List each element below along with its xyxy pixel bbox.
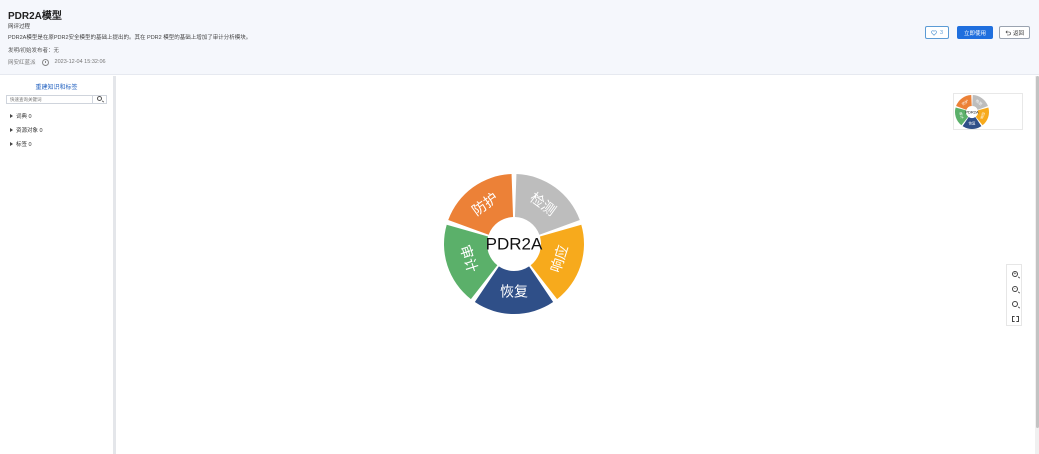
author-info: 发明/初始发布者：无 <box>8 48 60 54</box>
caret-right-icon[interactable] <box>10 114 13 118</box>
segment-0[interactable] <box>514 174 580 235</box>
segment-1[interactable] <box>975 107 989 126</box>
heart-icon <box>931 29 937 36</box>
search-icon <box>97 96 102 101</box>
zoom-in-button[interactable]: + <box>1007 266 1023 281</box>
tree-item-dictionary[interactable]: 词典 0 <box>10 112 32 120</box>
center-label: PDR2A <box>486 235 543 254</box>
scrollbar-thumb[interactable] <box>1036 76 1039 428</box>
sidebar-search <box>6 95 107 104</box>
segment-label: 检测 <box>975 98 984 106</box>
segment-1[interactable] <box>530 224 584 300</box>
clock-icon <box>41 58 49 66</box>
segment-2[interactable] <box>962 117 982 129</box>
sidebar-divider[interactable] <box>113 76 116 454</box>
tree-item-label: 标签 0 <box>16 142 32 148</box>
zoom-reset-button[interactable] <box>1007 296 1023 311</box>
model-description: PDR2A模型是在原PDR2安全模型的基础上提出的。其在 PDR2 模型的基础上… <box>8 35 252 41</box>
segment-4[interactable] <box>956 95 972 110</box>
segment-2[interactable] <box>474 266 554 314</box>
use-now-button[interactable]: 立即使用 <box>957 26 993 39</box>
segment-3[interactable] <box>955 107 969 126</box>
zoom-in-icon: + <box>1012 270 1018 277</box>
like-count: 3 <box>939 29 944 36</box>
knowledge-sidebar <box>0 76 113 454</box>
fit-screen-icon <box>1011 315 1019 322</box>
fit-screen-button[interactable] <box>1007 311 1023 326</box>
minimap[interactable]: 检测响应 恢复 审计 防护 PDR2A <box>953 93 1023 130</box>
segment-4[interactable] <box>448 174 514 235</box>
sidebar-title: 重建知识和标签 <box>35 85 78 91</box>
back-button[interactable]: 返回 <box>999 26 1030 39</box>
tree-item-label: 词典 0 <box>16 114 32 120</box>
segment-label: 恢复 <box>500 284 528 301</box>
segment-label: 恢复 <box>969 121 977 126</box>
tree-item-resources[interactable]: 资源对象 0 <box>10 126 43 134</box>
page-header: PDR2A模型 网评过程 PDR2A模型是在原PDR2安全模型的基础上提出的。其… <box>0 0 1039 75</box>
center-label: PDR2A <box>965 110 979 115</box>
org-name: 网安红蓝派 <box>8 60 36 66</box>
caret-right-icon[interactable] <box>10 142 13 146</box>
segment-3[interactable] <box>444 224 498 300</box>
zoom-reset-icon <box>1012 300 1018 307</box>
back-label: 返回 <box>1012 30 1024 37</box>
segment-label: 审计 <box>958 111 965 120</box>
publish-info: 网安红蓝派 2023-12-04 15:32:06 <box>8 58 106 66</box>
segment-label: 响应 <box>979 111 986 120</box>
search-button[interactable] <box>92 96 106 103</box>
undo-icon <box>1005 30 1011 35</box>
publish-time: 2023-12-04 15:32:06 <box>54 59 106 65</box>
tree-item-label: 资源对象 0 <box>16 128 43 134</box>
segment-label: 防护 <box>961 98 970 106</box>
caret-right-icon[interactable] <box>10 128 13 132</box>
zoom-out-button[interactable]: - <box>1007 281 1023 296</box>
zoom-toolbar: + - <box>1006 264 1022 326</box>
segment-0[interactable] <box>972 95 988 110</box>
like-button[interactable]: 3 <box>925 26 949 39</box>
page-subtitle: 网评过程 <box>8 24 31 30</box>
tree-item-tags[interactable]: 标签 0 <box>10 140 32 148</box>
zoom-out-icon: - <box>1012 285 1018 292</box>
search-input[interactable] <box>7 96 93 103</box>
page-title: PDR2A模型 <box>8 11 62 22</box>
